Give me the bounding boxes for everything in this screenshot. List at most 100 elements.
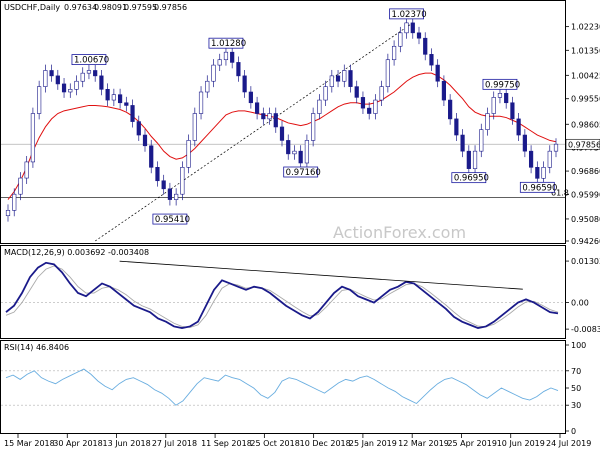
candle: [441, 75, 447, 106]
x-tick-label: 13 Jun 2018: [103, 439, 151, 448]
macd-trendline: [119, 260, 523, 290]
x-tick-label: 25 Oct 2018: [250, 439, 299, 448]
candle: [130, 99, 135, 128]
candle-body: [5, 210, 11, 217]
candle: [74, 75, 79, 96]
candle: [379, 80, 384, 106]
candle-body: [217, 59, 222, 66]
candle: [86, 64, 92, 80]
candle-body: [528, 150, 534, 168]
rsi-panel-title: RSI(14) 46.8406: [4, 343, 69, 352]
price-tick-label: 0.98605: [571, 120, 600, 129]
candle: [553, 138, 559, 158]
candle: [398, 26, 403, 53]
candle: [448, 94, 453, 125]
price-panel-title: USDCHF,Daily: [4, 3, 60, 12]
annotation-label: 0.97160: [286, 168, 321, 178]
candle: [547, 145, 552, 174]
candle-body: [460, 134, 465, 152]
candle: [298, 145, 303, 169]
candle-body: [111, 94, 116, 101]
x-tick-label: 10 Jun 2019: [497, 439, 545, 448]
candle-body: [161, 180, 166, 190]
macd-main-line: [5, 261, 559, 329]
candle: [385, 53, 390, 93]
candle-body: [510, 102, 515, 120]
candle-body: [516, 118, 521, 136]
candle-body: [192, 113, 197, 141]
candle: [49, 64, 54, 82]
candle: [391, 40, 397, 66]
ohlc-readout: 0.97634 0.98091 0.97595 0.97856: [64, 3, 187, 12]
candle-body: [441, 80, 447, 101]
price-annotation: 1.01280: [208, 37, 246, 49]
candle: [105, 83, 110, 106]
candle-body: [86, 70, 92, 74]
price-annotation: 1.02370: [389, 8, 427, 20]
candle: [30, 107, 36, 168]
moving-average-path: [7, 72, 557, 200]
rsi-axis-ticks: 100 70 50 30 0: [1, 341, 586, 436]
candle: [37, 80, 42, 120]
candle-body: [267, 113, 272, 120]
candle: [466, 145, 471, 175]
annotation-box: [451, 172, 487, 184]
candle-body: [223, 51, 229, 61]
candle-body: [174, 193, 179, 200]
candle-body: [80, 72, 85, 82]
candle-body: [236, 62, 241, 77]
candle-body: [68, 89, 73, 93]
price-tick-label: 1.00425: [571, 71, 600, 80]
price-annotation: 0.96590: [519, 181, 557, 193]
macd-tick-label: 0.013034: [571, 257, 600, 266]
candle-body: [211, 64, 216, 82]
candle: [161, 174, 166, 195]
price-annotation: 1.00670: [71, 54, 109, 66]
x-tick-label: 25 Apr 2019: [447, 439, 496, 448]
rsi-lines: [5, 368, 559, 406]
price-candles: [5, 16, 559, 222]
candle-body: [49, 70, 54, 77]
candle-body: [167, 188, 173, 200]
candle: [18, 172, 23, 201]
candle: [472, 145, 478, 175]
candle-body: [323, 86, 328, 101]
candle: [354, 80, 359, 104]
candle-body: [298, 150, 303, 164]
candle-body: [105, 89, 110, 101]
candle-body: [423, 37, 428, 55]
macd-axis-ticks: 0.013034 0.00 -0.00834: [1, 257, 600, 334]
candle: [292, 145, 297, 160]
candle-body: [136, 121, 141, 136]
candle-body: [504, 93, 509, 104]
candle: [273, 107, 278, 133]
candle-body: [479, 129, 484, 152]
candle-body: [472, 150, 478, 169]
macd-tick-label: 0.00: [571, 299, 589, 308]
candle: [68, 83, 73, 98]
candle: [55, 69, 60, 90]
candle: [454, 112, 459, 141]
candle: [205, 75, 210, 98]
rsi-line: [5, 368, 559, 406]
candle-body: [230, 51, 235, 63]
candle-body: [180, 167, 185, 195]
candle: [267, 107, 272, 125]
candle: [167, 182, 173, 206]
candle-body: [404, 22, 409, 34]
candle-body: [43, 70, 48, 87]
candle: [311, 107, 316, 147]
candle-body: [12, 193, 17, 211]
x-tick-label: 27 Jul 2018: [152, 439, 197, 448]
candle-body: [99, 75, 104, 90]
candle: [186, 134, 191, 174]
candle-body: [198, 91, 204, 114]
price-panel-frame: [0, 0, 566, 244]
macd-tick-label: -0.00834: [571, 325, 600, 334]
candle: [61, 78, 67, 98]
ohlc-close: 0.97856: [154, 3, 187, 12]
candle: [93, 64, 98, 82]
